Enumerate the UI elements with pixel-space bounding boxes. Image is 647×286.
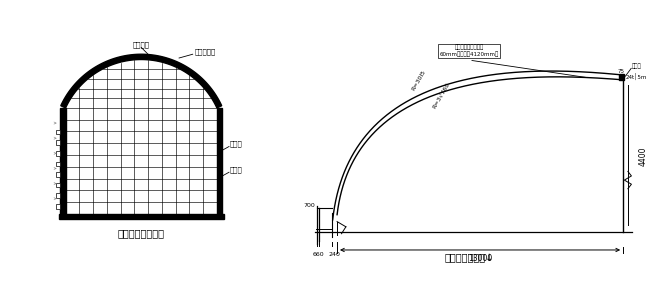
- Bar: [56, 183, 60, 187]
- Text: 稹顶结构尺寸图↓: 稹顶结构尺寸图↓: [444, 253, 494, 263]
- Text: R=30l5: R=30l5: [411, 69, 427, 92]
- Polygon shape: [59, 214, 224, 219]
- Text: 模板单元: 模板单元: [133, 41, 149, 47]
- Polygon shape: [60, 108, 65, 214]
- Bar: [56, 172, 60, 177]
- Text: 24t│5m: 24t│5m: [625, 73, 646, 80]
- Text: 稹顶脚手架示意图: 稹顶脚手架示意图: [118, 229, 165, 239]
- Polygon shape: [619, 74, 624, 80]
- Text: 660: 660: [313, 252, 324, 257]
- Polygon shape: [217, 108, 222, 214]
- Bar: [56, 151, 60, 156]
- Text: 拱形穹彌（厕度中心
60mm弓度半形4120mm）: 拱形穹彌（厕度中心 60mm弓度半形4120mm）: [439, 45, 499, 57]
- Text: 700: 700: [304, 203, 316, 208]
- Text: 大模板: 大模板: [230, 141, 243, 147]
- Bar: [56, 130, 60, 134]
- Text: R=3√760: R=3√760: [431, 81, 450, 109]
- Text: 大次模: 大次模: [230, 166, 243, 173]
- Text: 内环梁: 内环梁: [631, 63, 641, 69]
- Polygon shape: [61, 54, 222, 108]
- Text: 240: 240: [329, 252, 340, 257]
- Bar: [56, 162, 60, 166]
- Bar: [56, 204, 60, 208]
- Text: 4400: 4400: [639, 146, 647, 166]
- Text: 75: 75: [617, 69, 624, 74]
- Bar: [56, 193, 60, 198]
- Bar: [56, 140, 60, 145]
- Text: 13000: 13000: [468, 254, 492, 263]
- Text: 弧形大模板: 弧形大模板: [194, 48, 215, 55]
